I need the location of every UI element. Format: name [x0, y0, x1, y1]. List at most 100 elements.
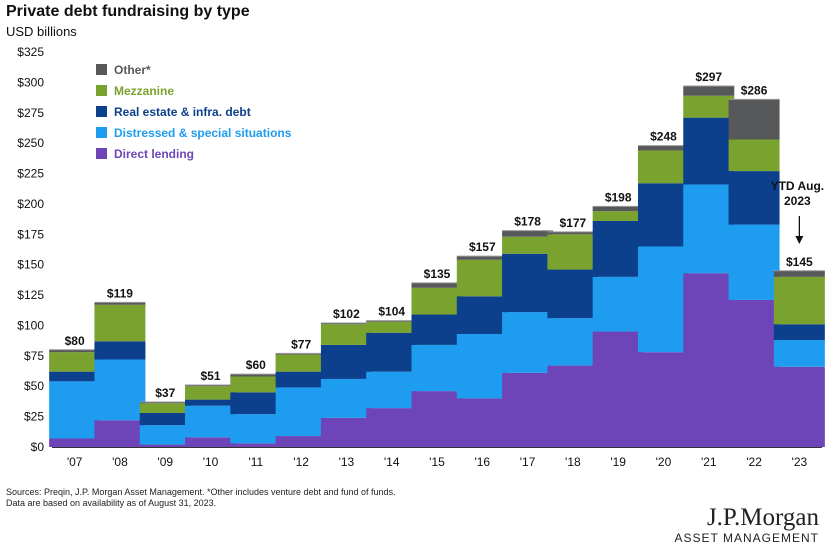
x-tick-label: '07: [67, 455, 83, 469]
bar-segment: [683, 273, 735, 447]
total-label: $37: [155, 386, 175, 400]
bar-segment: [275, 353, 327, 355]
legend-swatch: [96, 64, 107, 75]
y-tick-label: $50: [24, 379, 44, 393]
bar-segment: [230, 414, 282, 444]
total-label: $286: [741, 83, 768, 97]
bar-segment: [592, 211, 644, 221]
x-tick-label: '17: [520, 455, 536, 469]
bar-segment: [592, 220, 644, 277]
y-tick-label: $275: [17, 106, 44, 120]
bar-segment: [49, 371, 101, 382]
bar-segment: [456, 296, 508, 334]
logo-subtitle: ASSET MANAGEMENT: [674, 531, 819, 545]
bar-segment: [411, 314, 463, 345]
x-tick-label: '15: [429, 455, 445, 469]
annotation-arrow-head: [795, 236, 804, 244]
bar-segment: [49, 352, 101, 372]
bar-segment: [139, 444, 191, 447]
bar-segment: [94, 420, 146, 447]
bar-segment: [230, 392, 282, 415]
bar-segment: [683, 95, 735, 118]
bar-segment: [502, 312, 554, 373]
bar-segment: [411, 287, 463, 315]
y-tick-label: $225: [17, 167, 44, 181]
bar-segment: [637, 145, 689, 151]
bar-segment: [320, 378, 372, 418]
y-tick-label: $325: [17, 45, 44, 59]
bar-segment: [230, 376, 282, 393]
bar-segment: [773, 340, 825, 367]
bar-segment: [728, 171, 780, 225]
x-tick-label: '13: [339, 455, 355, 469]
total-label: $198: [605, 190, 632, 204]
footnote-sources: Sources: Preqin, J.P. Morgan Asset Manag…: [6, 487, 396, 497]
total-label: $145: [786, 255, 813, 269]
bar-segment: [275, 387, 327, 437]
bar-segment: [94, 341, 146, 360]
bar-segment: [728, 299, 780, 447]
y-tick-label: $250: [17, 136, 44, 150]
bar-segment: [94, 304, 146, 342]
bar-segment: [547, 318, 599, 366]
bar-segment: [139, 403, 191, 413]
bar-segment: [230, 374, 282, 377]
total-label: $60: [246, 358, 266, 372]
bar-segment: [547, 365, 599, 447]
bar-segment: [683, 86, 735, 96]
bar-segment: [94, 359, 146, 421]
bar-segment: [275, 371, 327, 388]
x-tick-label: '23: [792, 455, 808, 469]
bar-segment: [456, 333, 508, 399]
bar-segment: [502, 372, 554, 447]
bar-segment: [637, 183, 689, 247]
bar-segment: [366, 321, 418, 333]
bar-segment: [592, 206, 644, 212]
bar-segment: [366, 408, 418, 447]
bar-segment: [185, 386, 237, 400]
bar-segment: [49, 349, 101, 353]
annotation-text: YTD Aug.: [771, 179, 825, 193]
x-tick-label: '11: [248, 455, 263, 469]
bar-segment: [185, 385, 237, 387]
y-tick-label: $0: [31, 440, 45, 454]
bar-segment: [275, 354, 327, 372]
bar-segment: [139, 412, 191, 426]
bar-segment: [773, 324, 825, 341]
legend-swatch: [96, 148, 107, 159]
chart-subtitle: USD billions: [6, 24, 77, 39]
bar-segment: [592, 276, 644, 332]
total-label: $297: [695, 70, 722, 84]
bar-segment: [49, 381, 101, 439]
x-tick-label: '21: [701, 455, 717, 469]
logo-name: J.P.Morgan: [706, 504, 819, 531]
x-tick-label: '12: [293, 455, 309, 469]
bar-segment: [773, 276, 825, 325]
total-label: $119: [107, 286, 133, 300]
bar-segment: [456, 398, 508, 447]
bar-segment: [502, 230, 554, 237]
bar-segment: [185, 437, 237, 447]
bar-segment: [456, 259, 508, 297]
legend-swatch: [96, 127, 107, 138]
bar-segment: [185, 405, 237, 438]
bar-segment: [637, 246, 689, 353]
bar-segment: [411, 282, 463, 288]
x-tick-label: '16: [474, 455, 490, 469]
y-tick-label: $175: [17, 227, 44, 241]
bar-segment: [320, 323, 372, 325]
total-label: $102: [333, 307, 360, 321]
x-tick-label: '19: [610, 455, 626, 469]
total-label: $157: [469, 240, 496, 254]
legend-swatch: [96, 106, 107, 117]
x-tick-label: '14: [384, 455, 400, 469]
x-tick-label: '20: [656, 455, 672, 469]
total-label: $80: [65, 334, 85, 348]
y-tick-label: $100: [17, 318, 44, 332]
footnote-availability: Data are based on availability as of Aug…: [6, 498, 217, 508]
bar-segment: [139, 402, 191, 404]
bar-segment: [683, 184, 735, 274]
bar-segment: [185, 399, 237, 406]
annotation-text: 2023: [784, 194, 811, 208]
bar-segment: [366, 371, 418, 409]
